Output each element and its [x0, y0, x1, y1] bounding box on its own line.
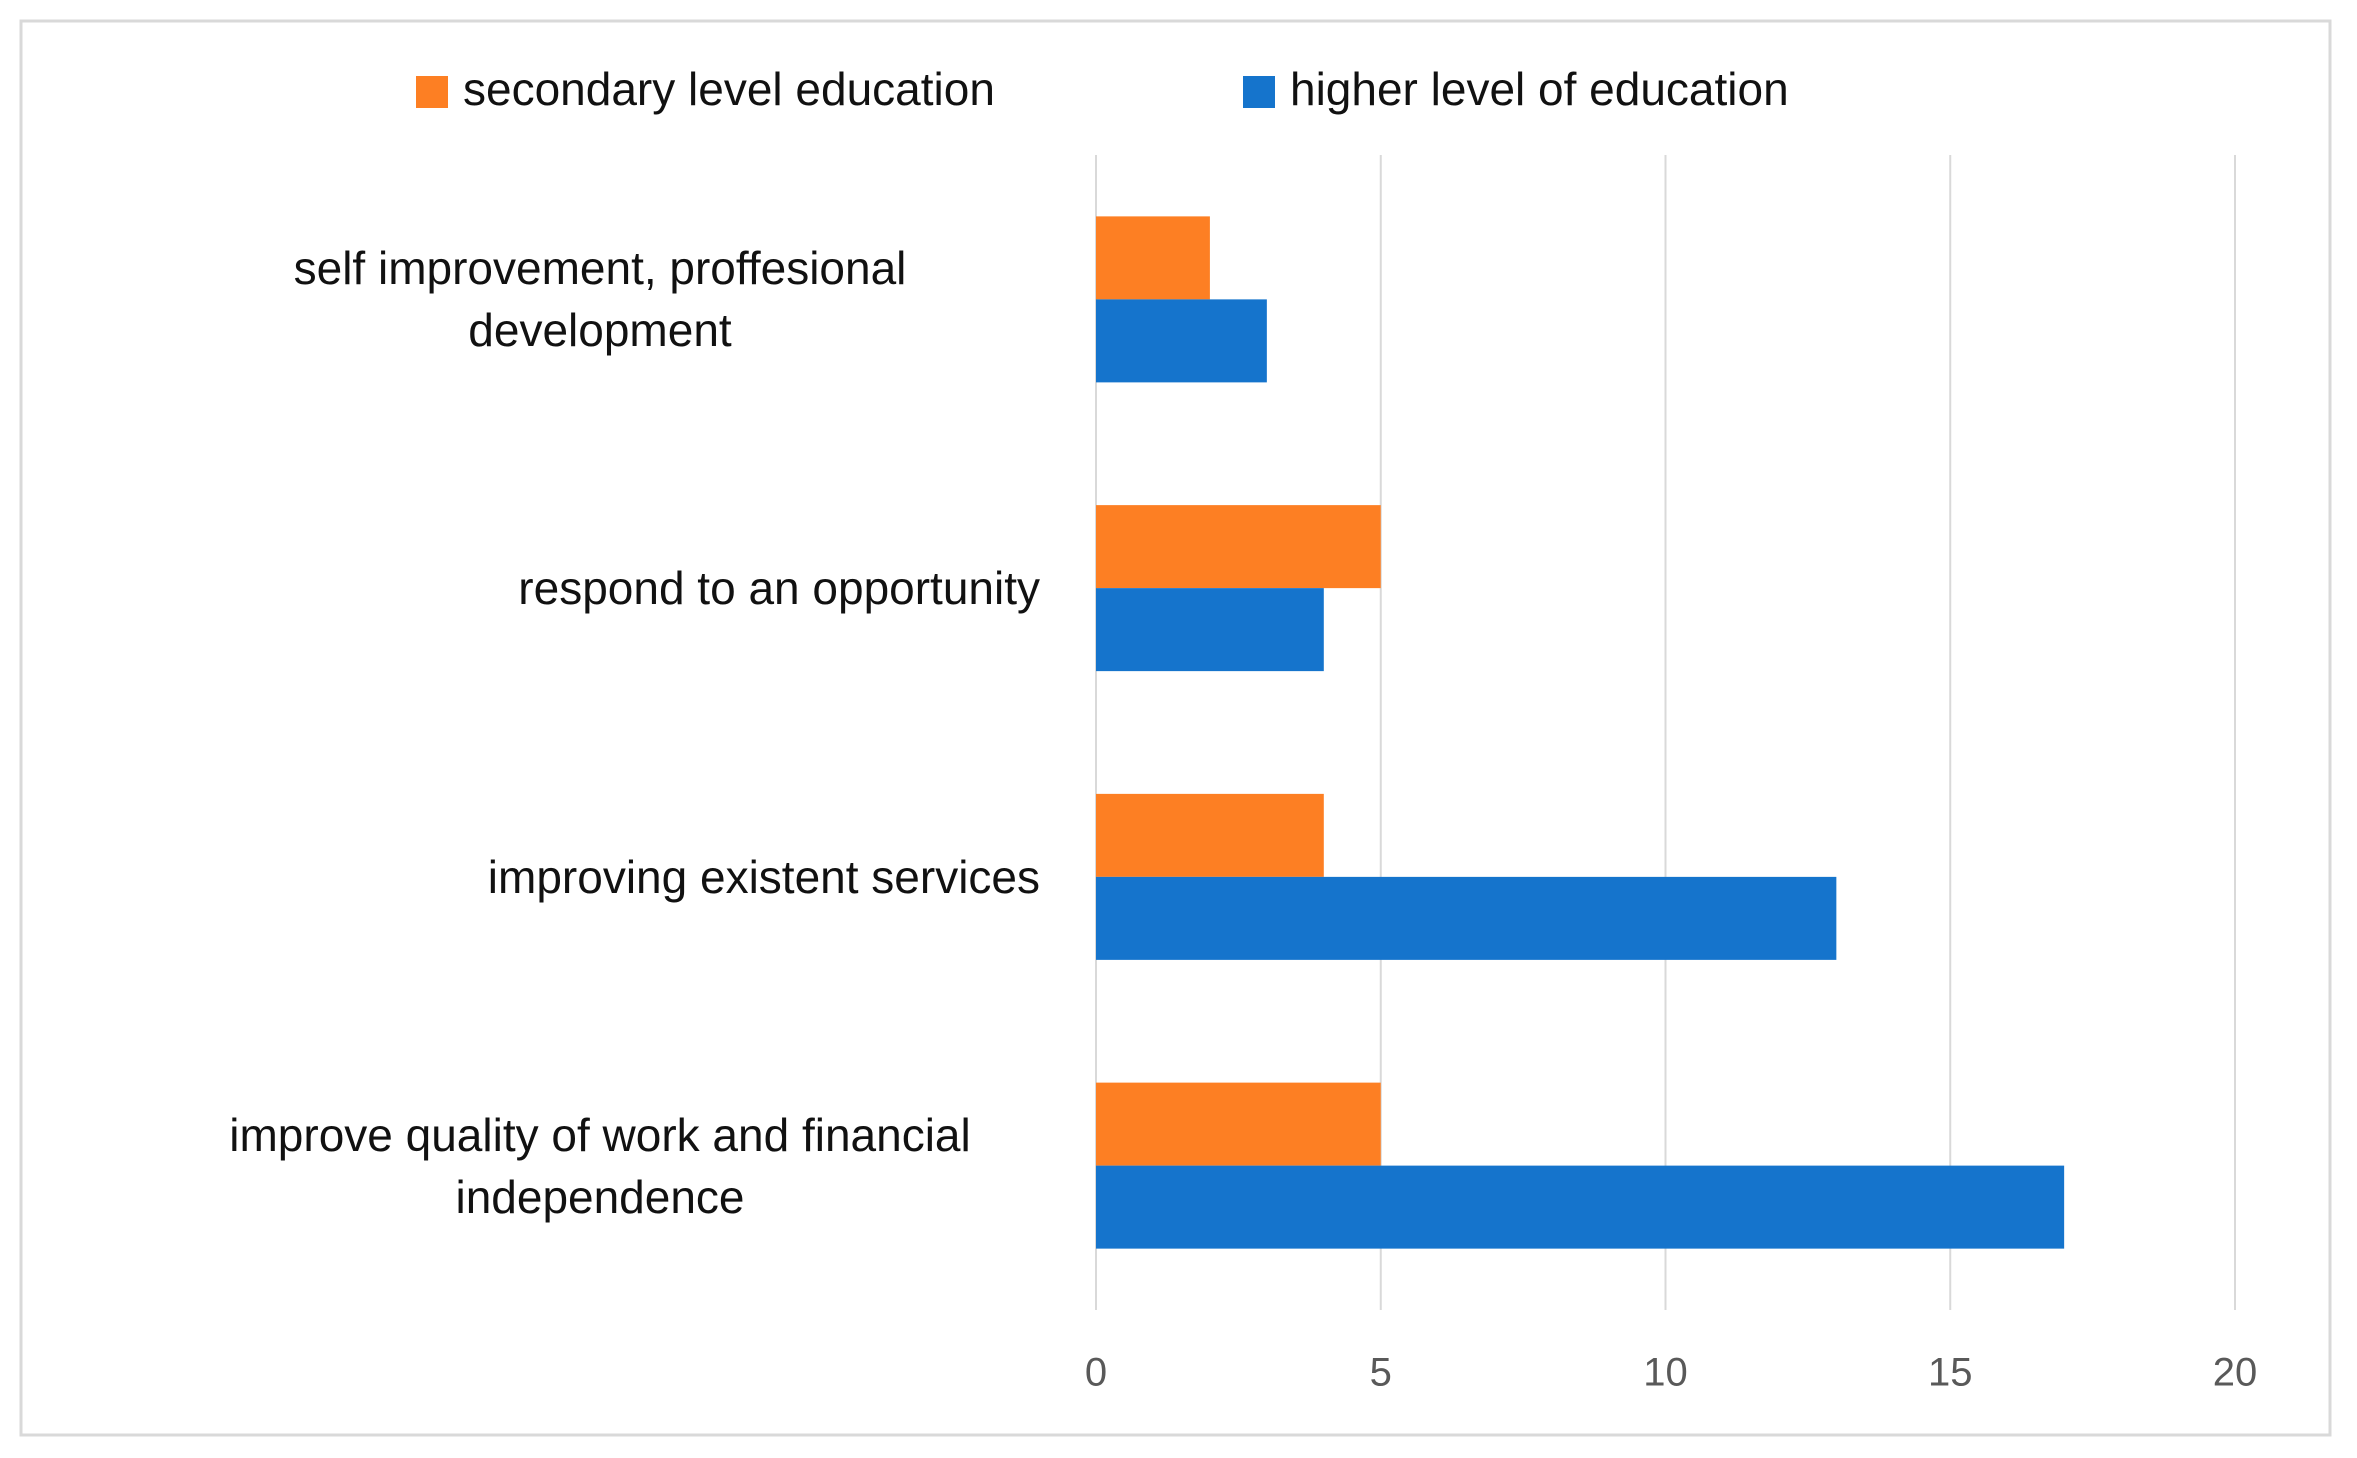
- bar: [1096, 299, 1267, 383]
- y-tick-label: improving existent services: [487, 850, 1040, 903]
- bar: [1096, 216, 1210, 300]
- bar: [1096, 588, 1324, 672]
- bar: [1096, 793, 1324, 877]
- x-tick-label: 10: [1643, 1351, 1688, 1395]
- legend-label: secondary level education: [463, 63, 995, 115]
- x-tick-label: 15: [1928, 1351, 1973, 1395]
- y-tick-label-box: improving existent services: [140, 846, 1040, 908]
- bar: [1096, 1082, 1381, 1166]
- legend-swatch: [416, 76, 448, 108]
- legend-label: higher level of education: [1290, 63, 1789, 115]
- y-tick-label: improve quality of work and financial in…: [229, 1108, 971, 1223]
- bar: [1096, 876, 1837, 960]
- bar: [1096, 505, 1381, 589]
- bar: [1096, 1165, 2065, 1249]
- y-tick-label-box: self improvement, proffesional developme…: [140, 237, 1040, 361]
- x-tick-label: 0: [1085, 1351, 1107, 1395]
- x-tick-label: 5: [1370, 1351, 1392, 1395]
- y-tick-label: respond to an opportunity: [518, 562, 1040, 615]
- legend-swatch: [1243, 76, 1275, 108]
- x-tick-label: 20: [2213, 1351, 2258, 1395]
- y-tick-label-box: respond to an opportunity: [140, 557, 1040, 619]
- y-tick-label: self improvement, proffesional developme…: [293, 242, 907, 357]
- y-tick-label-box: improve quality of work and financial in…: [140, 1104, 1040, 1228]
